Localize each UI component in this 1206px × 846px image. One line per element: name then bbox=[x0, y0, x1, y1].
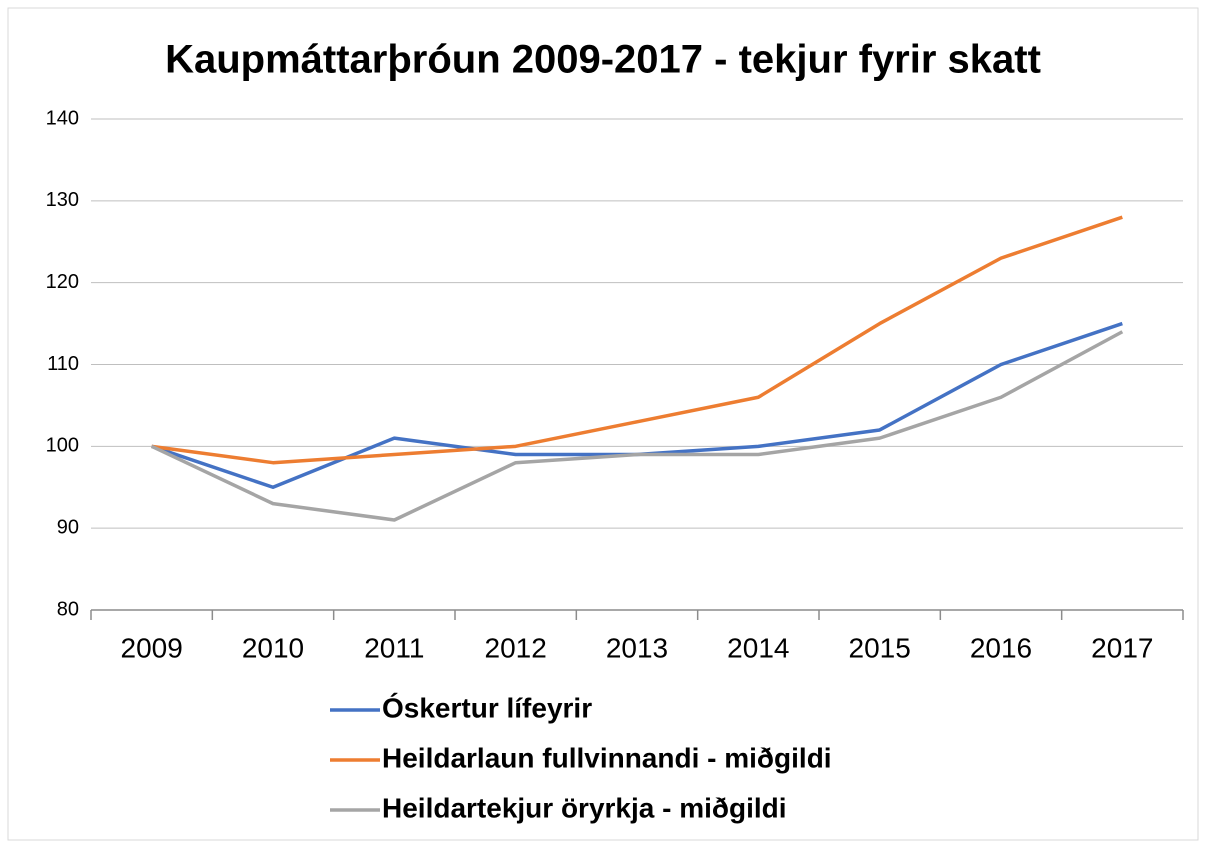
y-tick-label: 80 bbox=[57, 598, 79, 620]
legend-label: Heildartekjur öryrkja - miðgildi bbox=[382, 792, 787, 823]
y-tick-label: 100 bbox=[46, 435, 79, 457]
x-tick-label: 2009 bbox=[121, 632, 183, 663]
legend-label: Heildarlaun fullvinnandi - miðgildi bbox=[382, 742, 832, 773]
x-tick-label: 2010 bbox=[242, 632, 304, 663]
x-tick-label: 2011 bbox=[364, 632, 424, 663]
x-tick-label: 2014 bbox=[727, 632, 789, 663]
x-tick-label: 2017 bbox=[1091, 632, 1153, 663]
x-tick-label: 2012 bbox=[485, 632, 547, 663]
line-series bbox=[151, 215, 1123, 465]
chart-border bbox=[7, 7, 1199, 841]
y-tick-label: 90 bbox=[57, 516, 79, 538]
x-tick-label: 2013 bbox=[606, 632, 668, 663]
y-tick-label: 130 bbox=[46, 189, 79, 211]
chart-title: Kaupmáttarþróun 2009-2017 - tekjur fyrir… bbox=[165, 38, 1041, 82]
y-tick-label: 110 bbox=[47, 353, 79, 375]
x-tick-label: 2016 bbox=[970, 632, 1032, 663]
x-tick-label: 2015 bbox=[849, 632, 911, 663]
y-tick-label: 140 bbox=[46, 107, 79, 129]
legend-label: Óskertur lífeyrir bbox=[382, 692, 592, 723]
line-series bbox=[150, 330, 1124, 522]
y-tick-label: 120 bbox=[46, 271, 79, 293]
